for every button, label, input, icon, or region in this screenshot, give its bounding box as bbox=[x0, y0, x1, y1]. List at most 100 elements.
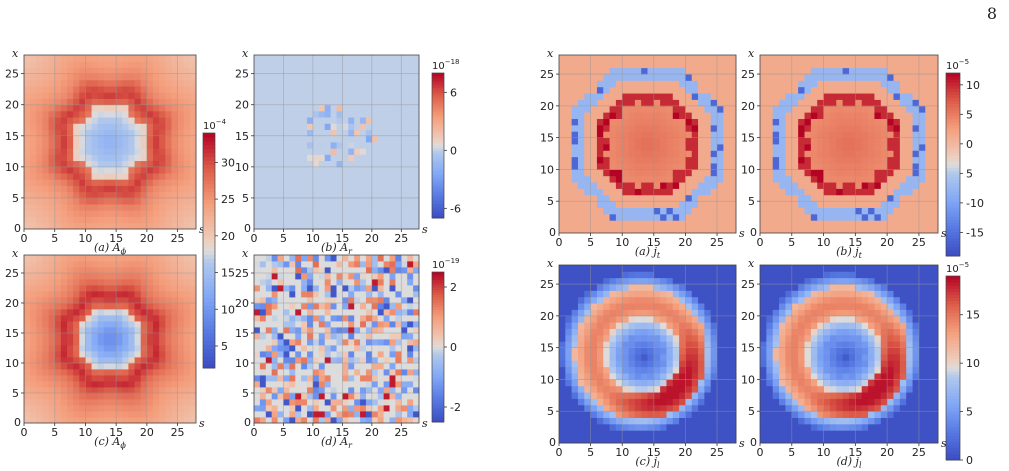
heatmap-cell bbox=[912, 74, 920, 81]
heatmap-cell bbox=[189, 339, 197, 346]
heatmap-cell bbox=[785, 80, 793, 88]
heatmap-cell bbox=[829, 201, 837, 208]
heatmap-cell bbox=[829, 105, 837, 113]
heatmap-cell bbox=[116, 363, 123, 370]
heatmap-cell bbox=[307, 369, 314, 376]
heatmap-cell bbox=[177, 73, 185, 81]
heatmap-cell bbox=[849, 74, 856, 81]
heatmap-cell bbox=[48, 417, 56, 424]
heatmap-cell bbox=[641, 163, 648, 170]
heatmap-cell bbox=[791, 182, 799, 189]
heatmap-cell bbox=[653, 201, 661, 208]
heatmap-cell bbox=[861, 144, 869, 151]
heatmap-cell bbox=[177, 315, 185, 322]
heatmap-cell bbox=[779, 201, 786, 208]
heatmap-cell bbox=[103, 92, 111, 99]
heatmap-cell bbox=[73, 303, 80, 310]
heatmap-cell bbox=[766, 150, 774, 158]
heatmap-cell bbox=[660, 430, 667, 438]
heatmap-cell bbox=[259, 333, 267, 340]
heatmap-cell bbox=[817, 124, 824, 132]
heatmap-cell bbox=[622, 55, 629, 62]
heatmap-cell bbox=[565, 118, 573, 126]
heatmap-cell bbox=[804, 194, 812, 202]
heatmap-cell bbox=[116, 135, 123, 143]
heatmap-cell bbox=[395, 381, 402, 388]
heatmap-cell bbox=[254, 363, 261, 370]
heatmap-cell bbox=[79, 86, 86, 93]
heatmap-cell bbox=[401, 104, 408, 112]
heatmap-cell bbox=[829, 220, 837, 228]
heatmap-cell bbox=[666, 150, 674, 158]
heatmap-cell bbox=[324, 104, 331, 112]
heatmap-cell bbox=[377, 321, 385, 328]
heatmap-cell bbox=[925, 86, 933, 94]
heatmap-cell bbox=[817, 150, 824, 158]
heatmap-cell bbox=[360, 399, 367, 406]
heatmap-cell bbox=[571, 182, 579, 189]
heatmap-cell bbox=[395, 222, 402, 230]
heatmap-cell bbox=[559, 188, 566, 196]
heatmap-cell bbox=[159, 327, 166, 334]
heatmap-cell bbox=[97, 55, 105, 62]
heatmap-cell bbox=[336, 55, 343, 62]
heatmap-cell bbox=[312, 417, 320, 424]
heatmap-cell bbox=[42, 369, 49, 376]
heatmap-cell bbox=[395, 154, 402, 162]
heatmap-cell bbox=[330, 279, 337, 286]
heatmap-cell bbox=[365, 399, 373, 406]
heatmap-cell bbox=[110, 267, 117, 274]
heatmap-cell bbox=[723, 74, 731, 81]
heatmap-cell bbox=[354, 285, 361, 292]
heatmap-cell bbox=[336, 166, 343, 174]
heatmap-cell bbox=[134, 267, 142, 274]
heatmap-cell bbox=[42, 148, 49, 155]
heatmap-cell bbox=[342, 86, 349, 93]
heatmap-cell bbox=[171, 222, 178, 230]
heatmap-cell bbox=[710, 86, 718, 94]
heatmap-cell bbox=[880, 137, 888, 145]
heatmap-cell bbox=[899, 220, 907, 228]
heatmap-cell bbox=[628, 67, 636, 75]
heatmap-cell bbox=[401, 267, 408, 274]
heatmap-cell bbox=[183, 148, 191, 155]
heatmap-cell bbox=[60, 399, 68, 406]
heatmap-cell bbox=[183, 135, 191, 143]
heatmap-cell bbox=[134, 166, 142, 174]
heatmap-cell bbox=[925, 131, 933, 139]
heatmap-cell bbox=[653, 74, 661, 81]
heatmap-cell bbox=[140, 110, 148, 118]
heatmap-cell bbox=[67, 55, 74, 62]
heatmap-cell bbox=[91, 117, 99, 124]
y-tick-label: 25 bbox=[741, 68, 755, 81]
heatmap-cell bbox=[628, 194, 636, 202]
heatmap-cell bbox=[271, 197, 278, 205]
heatmap-cell bbox=[60, 381, 68, 388]
heatmap-cell bbox=[128, 255, 135, 262]
heatmap-cell bbox=[271, 179, 278, 186]
heatmap-cell bbox=[171, 191, 178, 199]
heatmap-cell bbox=[849, 163, 856, 170]
heatmap-cell bbox=[259, 279, 267, 286]
heatmap-cell bbox=[634, 182, 642, 189]
heatmap-cell bbox=[717, 201, 724, 208]
heatmap-cell bbox=[899, 112, 907, 119]
heatmap-cell bbox=[389, 135, 396, 143]
heatmap-cell bbox=[653, 213, 661, 221]
heatmap-cell bbox=[377, 297, 385, 304]
heatmap-cell bbox=[318, 333, 326, 340]
heatmap-cell bbox=[628, 55, 636, 62]
heatmap-cell bbox=[146, 61, 154, 68]
heatmap-cell bbox=[140, 363, 148, 370]
heatmap-cell bbox=[295, 285, 302, 292]
heatmap-cell bbox=[97, 327, 105, 334]
heatmap-cell bbox=[110, 104, 117, 112]
heatmap-cell bbox=[615, 220, 623, 228]
heatmap-cell bbox=[918, 93, 926, 100]
heatmap-cell bbox=[265, 197, 273, 205]
heatmap-cell bbox=[565, 207, 573, 215]
heatmap-cell bbox=[110, 399, 117, 406]
heatmap-cell bbox=[153, 261, 160, 268]
heatmap-cell bbox=[336, 267, 343, 274]
heatmap-cell bbox=[348, 363, 355, 370]
